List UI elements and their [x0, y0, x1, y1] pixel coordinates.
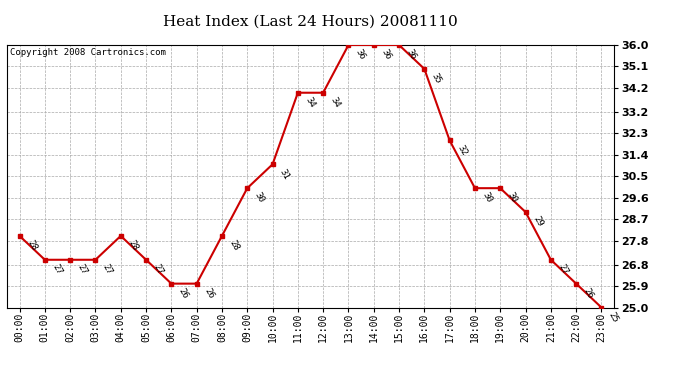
Text: 30: 30 — [253, 191, 266, 205]
Text: 30: 30 — [480, 191, 493, 205]
Text: 36: 36 — [404, 48, 417, 62]
Text: 29: 29 — [531, 215, 544, 229]
Text: 28: 28 — [25, 238, 38, 252]
Text: 27: 27 — [101, 262, 114, 276]
Text: 36: 36 — [354, 48, 367, 62]
Text: 31: 31 — [278, 167, 291, 181]
Text: Copyright 2008 Cartronics.com: Copyright 2008 Cartronics.com — [10, 48, 166, 57]
Text: 36: 36 — [380, 48, 393, 62]
Text: 27: 27 — [76, 262, 89, 276]
Text: 32: 32 — [455, 143, 469, 157]
Text: 35: 35 — [430, 72, 443, 86]
Text: 26: 26 — [177, 286, 190, 300]
Text: 27: 27 — [152, 262, 165, 276]
Text: 27: 27 — [556, 262, 569, 276]
Text: 26: 26 — [202, 286, 215, 300]
Text: 27: 27 — [50, 262, 63, 276]
Text: 25: 25 — [607, 310, 620, 324]
Text: 28: 28 — [228, 238, 241, 252]
Text: Heat Index (Last 24 Hours) 20081110: Heat Index (Last 24 Hours) 20081110 — [163, 15, 458, 29]
Text: 28: 28 — [126, 238, 139, 252]
Text: 34: 34 — [328, 96, 342, 109]
Text: 26: 26 — [582, 286, 595, 300]
Text: 34: 34 — [304, 96, 317, 109]
Text: 30: 30 — [506, 191, 519, 205]
